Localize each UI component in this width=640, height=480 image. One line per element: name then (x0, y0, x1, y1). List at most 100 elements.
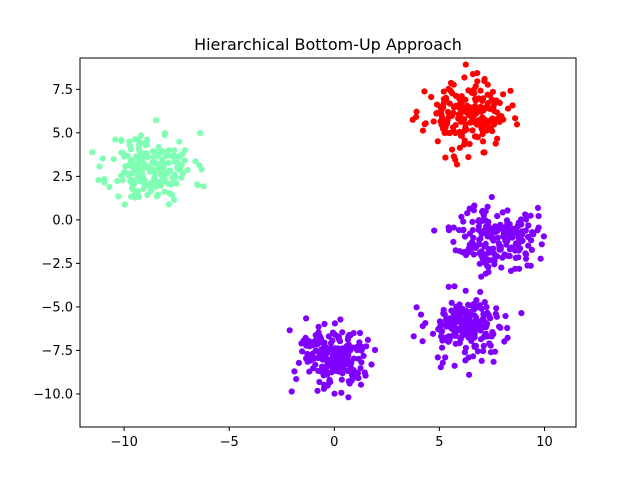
scatter-point (468, 302, 475, 309)
scatter-point (157, 167, 164, 174)
scatter-point (448, 307, 455, 314)
scatter-point (475, 120, 482, 127)
scatter-point (481, 149, 488, 156)
scatter-point (176, 138, 183, 145)
scatter-point (496, 243, 503, 250)
scatter-point (350, 330, 357, 337)
scatter-point (485, 268, 492, 276)
scatter-point (468, 336, 475, 343)
scatter-point (522, 250, 529, 257)
scatter-point (478, 248, 485, 255)
scatter-point (483, 304, 490, 311)
scatter-point (345, 333, 352, 340)
scatter-point (456, 144, 463, 151)
scatter-point (471, 342, 478, 349)
scatter-point (479, 208, 486, 215)
scatter-point (197, 130, 204, 137)
scatter-point (501, 251, 508, 258)
scatter-point (306, 338, 313, 345)
scatter-point (161, 188, 168, 195)
scatter-point (466, 371, 473, 378)
scatter-point (299, 348, 306, 355)
scatter-point (303, 355, 310, 362)
scatter-point (480, 348, 487, 355)
scatter-point (455, 306, 462, 313)
scatter-point (200, 183, 207, 190)
scatter-point (510, 229, 517, 236)
scatter-point (147, 187, 154, 194)
scatter-point (478, 305, 485, 312)
scatter-point (450, 81, 457, 88)
scatter-point (484, 120, 491, 127)
scatter-point (316, 378, 323, 386)
scatter-point (434, 138, 441, 145)
scatter-point (96, 163, 103, 170)
scatter-point (485, 245, 492, 252)
scatter-point (136, 152, 143, 159)
scatter-point (477, 87, 484, 94)
scatter-point (475, 107, 482, 114)
scatter-point (303, 315, 310, 322)
scatter-point (413, 304, 420, 311)
scatter-point (148, 179, 155, 186)
scatter-point (462, 124, 469, 131)
scatter-point (522, 211, 529, 218)
scatter-point (293, 376, 300, 383)
scatter-point (480, 342, 487, 349)
scatter-point (429, 330, 437, 337)
scatter-point (491, 121, 498, 128)
scatter-point (442, 316, 449, 324)
scatter-point (454, 317, 461, 324)
scatter-point (309, 354, 316, 361)
scatter-point (315, 323, 322, 330)
scatter-point (339, 345, 346, 352)
scatter-point (505, 105, 512, 112)
scatter-point (410, 333, 417, 340)
scatter-point (493, 313, 500, 320)
y-tick-label: 2.5 (52, 170, 73, 185)
scatter-point (460, 218, 467, 225)
scatter-point (507, 267, 515, 274)
scatter-point (346, 380, 353, 387)
y-tick-label: −10.0 (33, 387, 73, 402)
scatter-point (473, 297, 480, 304)
scatter-point (149, 159, 156, 166)
scatter-point (452, 156, 459, 163)
scatter-point (522, 255, 530, 262)
scatter-point (439, 359, 446, 366)
scatter-point (456, 248, 463, 255)
scatter-point (322, 354, 329, 361)
scatter-point (171, 147, 178, 154)
scatter-point (345, 394, 352, 401)
scatter-point (490, 103, 497, 110)
scatter-point (337, 316, 344, 323)
x-tick-label: −5 (220, 435, 239, 450)
scatter-point (329, 329, 337, 336)
scatter-point (461, 74, 468, 81)
scatter-point (321, 339, 328, 346)
scatter-point (494, 135, 501, 142)
scatter-point (143, 150, 150, 157)
scatter-point (513, 121, 521, 128)
scatter-point (161, 129, 168, 137)
scatter-point (461, 137, 468, 144)
scatter-point (121, 201, 128, 208)
scatter-point (358, 347, 365, 354)
scatter-point (176, 152, 183, 160)
scatter-point (515, 247, 522, 254)
scatter-point (466, 104, 473, 111)
scatter-point (525, 242, 532, 249)
scatter-point (462, 287, 469, 294)
scatter-point (433, 101, 441, 108)
scatter-point (470, 234, 477, 241)
scatter-point (153, 193, 161, 200)
scatter-point (172, 174, 179, 181)
scatter-point (458, 99, 465, 106)
scatter-point (310, 342, 317, 349)
scatter-point (128, 193, 135, 200)
scatter-point (196, 162, 203, 169)
scatter-point (450, 238, 457, 245)
scatter-point (321, 320, 328, 328)
scatter-point (472, 97, 479, 104)
scatter-point (457, 327, 464, 334)
